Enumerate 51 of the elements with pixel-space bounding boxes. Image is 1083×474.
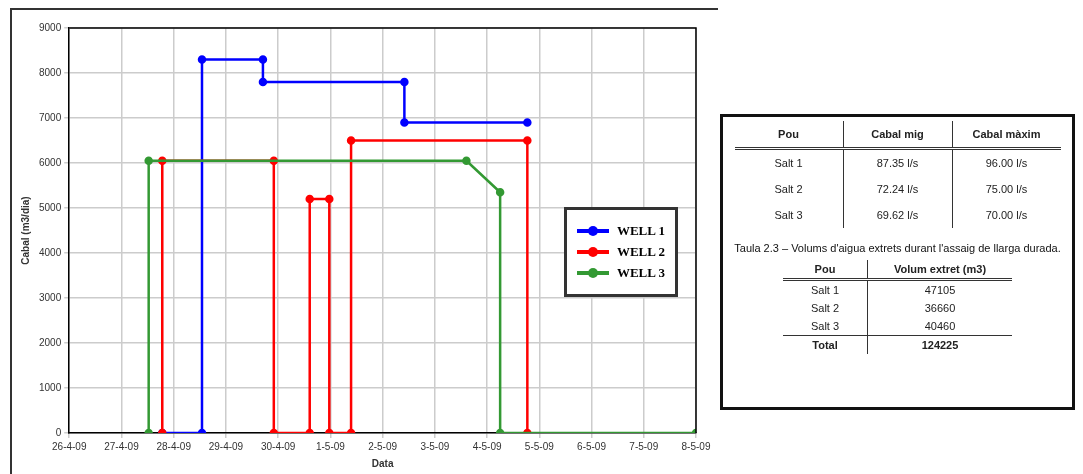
- x-tick-label: 5-5-09: [524, 440, 555, 452]
- text: Pou: [813, 262, 837, 277]
- x-tick-label: 28-4-09: [156, 440, 192, 452]
- legend-label: WELL 3: [616, 265, 665, 281]
- text: Cabal màxim: [952, 121, 1061, 149]
- text: 96.00 l/s: [952, 148, 1061, 176]
- x-tick-label: 4-5-09: [472, 440, 502, 452]
- y-tick-label: 0: [55, 426, 62, 438]
- x-tick-label: 7-5-09: [629, 440, 659, 452]
- text: 47105: [867, 279, 1012, 299]
- y-tick-label: 4000: [39, 246, 62, 258]
- text: Taula 2.3 – Volums d'aigua extrets durant l'assaig de llarga durada.: [733, 242, 1062, 254]
- y-tick-label: 5000: [39, 201, 62, 213]
- x-tick-label: 26-4-09: [52, 440, 87, 452]
- text: Cabal mig: [843, 121, 952, 149]
- text: 69.62 l/s: [843, 202, 952, 228]
- x-tick-label: 1-5-09: [315, 440, 346, 452]
- x-tick-label: 29-4-09: [208, 440, 244, 452]
- text: Salt 1: [773, 156, 804, 171]
- y-tick-label: 7000: [39, 111, 62, 123]
- text: 87.35 l/s: [843, 148, 952, 176]
- x-tick-label: 3-5-09: [420, 440, 450, 452]
- text: Salt 2: [809, 301, 841, 316]
- text: 70.00 l/s: [952, 202, 1061, 228]
- y-tick-label: 8000: [39, 66, 62, 78]
- legend-label: WELL 2: [616, 244, 665, 260]
- x-tick-label: 2-5-09: [368, 440, 398, 452]
- y-axis-title: Cabal (m3/dia): [19, 196, 31, 265]
- text: 124225: [867, 335, 1012, 354]
- text: 36660: [867, 299, 1012, 317]
- y-tick-label: 2000: [39, 336, 62, 348]
- text: Salt 3: [809, 319, 841, 334]
- text: Salt 2: [773, 182, 804, 197]
- y-tick-label: 1000: [39, 381, 62, 393]
- y-tick-label: 9000: [39, 21, 62, 33]
- legend-label: WELL 1: [616, 223, 665, 239]
- y-tick-label: 6000: [39, 156, 62, 168]
- text: 40460: [867, 317, 1012, 336]
- x-tick-label: 6-5-09: [577, 440, 607, 452]
- x-tick-label: 27-4-09: [104, 440, 140, 452]
- x-tick-label: 8-5-09: [681, 440, 711, 452]
- text: Salt 3: [773, 208, 804, 223]
- x-tick-label: 30-4-09: [260, 440, 296, 452]
- text: Salt 1: [809, 283, 841, 298]
- x-axis-title: Data: [371, 457, 394, 469]
- text: Pou: [777, 127, 800, 142]
- y-tick-label: 3000: [39, 291, 62, 303]
- text: 75.00 l/s: [952, 176, 1061, 202]
- text: Volum extret (m3): [867, 260, 1012, 280]
- text: 72.24 l/s: [843, 176, 952, 202]
- text: Total: [811, 338, 839, 353]
